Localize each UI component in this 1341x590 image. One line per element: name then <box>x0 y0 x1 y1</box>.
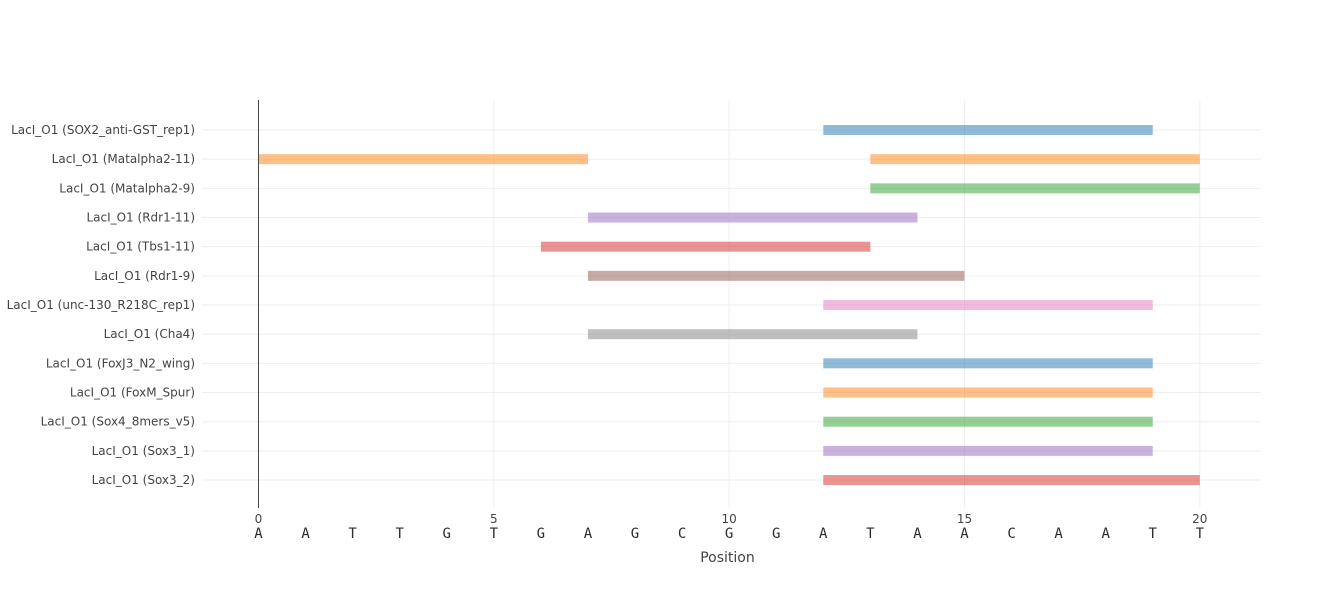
sequence-letter: A <box>1054 526 1063 542</box>
motif-bar <box>823 358 1153 369</box>
sequence-letter: G <box>725 526 733 542</box>
motif-bar <box>587 270 965 281</box>
row-label: LacI_O1 (SOX2_anti-GST_rep1) <box>11 123 195 137</box>
row-label: LacI_O1 (Rdr1-11) <box>86 211 195 225</box>
x-tick-label: 15 <box>957 512 972 526</box>
sequence-letter: C <box>678 526 686 542</box>
sequence-letter: A <box>1101 526 1110 542</box>
x-tick-label: 0 <box>255 512 263 526</box>
sequence-letter: A <box>819 526 828 542</box>
motif-bar <box>823 475 1200 486</box>
sequence-letter: A <box>960 526 969 542</box>
sequence-letter: A <box>254 526 263 542</box>
sequence-letter: A <box>301 526 310 542</box>
motif-bar <box>870 183 1200 194</box>
row-label: LacI_O1 (FoxM_Spur) <box>70 386 195 400</box>
row-label: LacI_O1 (FoxJ3_N2_wing) <box>46 356 195 370</box>
bar-layer <box>258 125 1200 486</box>
motif-bar <box>823 445 1153 456</box>
sequence-letter: G <box>443 526 451 542</box>
sequence-letter: A <box>584 526 593 542</box>
sequence-letter: G <box>537 526 545 542</box>
row-label: LacI_O1 (Matalpha2-9) <box>59 181 195 195</box>
sequence-letter: T <box>1196 526 1205 542</box>
row-labels: LacI_O1 (SOX2_anti-GST_rep1) LacI_O1 (Mat… <box>7 123 195 487</box>
motif-bar <box>587 329 918 340</box>
x-tick-label: 5 <box>490 512 498 526</box>
motif-bar <box>540 241 871 252</box>
sequence-letter: T <box>490 526 499 542</box>
sequence-letter: G <box>631 526 639 542</box>
sequence-letter: T <box>395 526 404 542</box>
motif-bar <box>823 125 1153 135</box>
x-tick-label: 20 <box>1192 512 1207 526</box>
row-label: LacI_O1 (Tbs1-11) <box>86 240 195 254</box>
motif-bar <box>823 416 1153 427</box>
x-axis-title: Position <box>700 550 755 566</box>
sequence-letter: T <box>866 526 875 542</box>
x-tick-labels: 0 5 10 15 20 <box>255 512 1208 526</box>
row-label: LacI_O1 (Sox3_2) <box>92 473 195 487</box>
sequence-letter: C <box>1007 526 1015 542</box>
sequence-letter: T <box>1149 526 1158 542</box>
sequence-letter: A <box>913 526 922 542</box>
row-label: LacI_O1 (unc-130_R218C_rep1) <box>7 298 195 312</box>
row-label: LacI_O1 (Rdr1-9) <box>94 269 195 283</box>
row-label: LacI_O1 (Cha4) <box>104 327 195 341</box>
sequence-letter: G <box>772 526 780 542</box>
row-label: LacI_O1 (Sox3_1) <box>92 444 195 458</box>
motif-bar <box>587 212 918 223</box>
sequence-letter: T <box>348 526 357 542</box>
motif-bar <box>870 154 1200 165</box>
motif-bar <box>823 300 1153 311</box>
x-tick-label: 10 <box>722 512 737 526</box>
row-label: LacI_O1 (Matalpha2-11) <box>52 152 195 166</box>
motif-bar <box>258 154 588 165</box>
row-label: LacI_O1 (Sox4_8mers_v5) <box>41 415 195 429</box>
motif-bar <box>823 387 1153 398</box>
